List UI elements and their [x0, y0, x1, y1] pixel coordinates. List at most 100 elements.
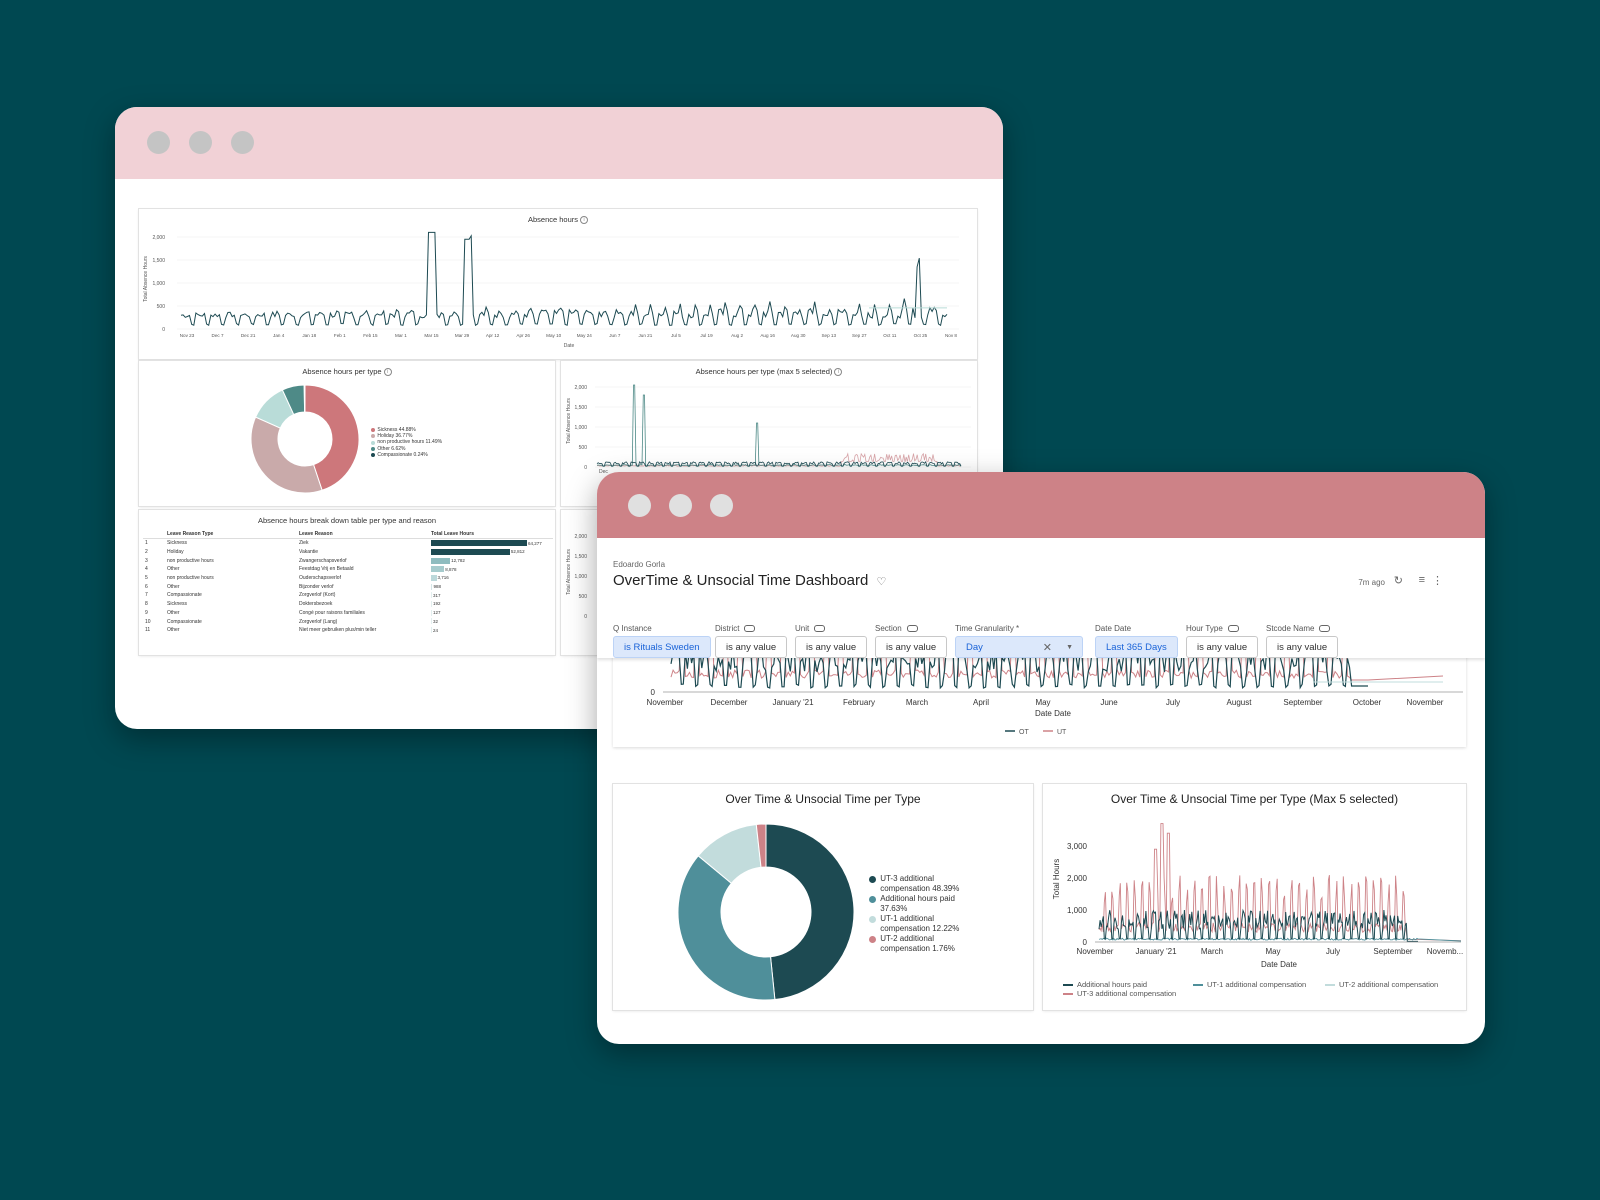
y-tick-label: 1,000 [574, 574, 587, 580]
column-header[interactable]: Leave Reason [297, 530, 429, 539]
table-row[interactable]: 6 Other Bijzonder verlof 988 [143, 582, 553, 591]
overtime-type-line-chart: Total Hours 3,000 2,000 1,000 0 November Jan… [1052, 823, 1463, 969]
legend-item[interactable]: UT-1 additional compensation 12.22% [869, 914, 979, 934]
window-control-dot[interactable] [710, 494, 733, 517]
table-cell: Doktersbezoek [299, 601, 333, 608]
absence-type-line-chart: Total Absence Hours 2,0001,5001,0005000 … [566, 384, 971, 475]
table-bar-value: 988 [433, 584, 441, 590]
table-row[interactable]: 10 Compassionate Zorgverlof (Lang) 32 [143, 617, 553, 626]
column-header[interactable]: Total Leave Hours [429, 530, 553, 539]
column-header[interactable]: Leave Reason Type [165, 530, 297, 539]
window-titlebar [597, 472, 1485, 538]
y-tick-label: 500 [157, 304, 166, 310]
x-tick-label: Aug 16 [760, 333, 775, 338]
x-tick-label: November [1407, 698, 1444, 707]
pie-slice[interactable] [250, 416, 323, 494]
filter-value-button[interactable]: is Rituals Sweden [613, 636, 711, 658]
x-tick-label: January '21 [1135, 947, 1177, 956]
filter-value-button[interactable]: is any value [795, 636, 868, 658]
y-tick-label: 2,000 [574, 534, 587, 540]
info-icon[interactable]: i [580, 216, 589, 225]
y-tick-label: 2,000 [1067, 874, 1088, 883]
legend-swatch [1193, 984, 1203, 987]
x-tick-label: May [1265, 947, 1280, 956]
y-tick-label: 500 [579, 594, 588, 600]
x-tick-label: March [1201, 947, 1223, 956]
x-tick-label: Sep 13 [821, 333, 836, 338]
info-icon[interactable]: i [834, 368, 843, 377]
filter-hour-type: Hour Type is any value [1186, 624, 1259, 658]
table-row[interactable]: 1 Sickness Ziek 64,277 [143, 539, 553, 548]
time-granularity-select[interactable]: Day ✕ ▼ [955, 636, 1083, 658]
legend-item[interactable]: Additional hours paid 37.63% [869, 894, 979, 914]
pie-slice[interactable] [303, 384, 306, 413]
table-cell: Compassionate [167, 618, 202, 625]
table-cell: Other [167, 627, 180, 634]
table-bar-value: 317 [433, 592, 441, 598]
table-row[interactable]: 8 Sickness Doktersbezoek 192 [143, 600, 553, 609]
column-header[interactable] [143, 530, 165, 539]
chevron-down-icon[interactable]: ▼ [1066, 644, 1073, 651]
table-row[interactable]: 2 Holiday Vakantie 52,812 [143, 548, 553, 557]
table-row[interactable]: 4 Other Feestdag Vrij en Betaald 8,878 [143, 565, 553, 574]
window-control-dot[interactable] [231, 131, 254, 154]
x-tick-label: Feb 15 [363, 333, 378, 338]
table-row[interactable]: 7 Compassionate Zorgverlof (Kort) 317 [143, 591, 553, 600]
link-icon [744, 625, 756, 633]
legend-item[interactable]: UT-2 additional compensation 1.76% [869, 934, 979, 954]
y-tick-label: 1,000 [152, 281, 165, 287]
table-cell: Niet meer gebruiken plus/min teller [299, 627, 377, 634]
filter-value-button[interactable]: is any value [715, 636, 788, 658]
info-icon[interactable]: i [383, 368, 392, 377]
filter-value-button[interactable]: is any value [1266, 636, 1339, 658]
filter-icon[interactable]: ≡ [1418, 574, 1425, 586]
pie-slice[interactable] [755, 823, 767, 868]
refresh-icon[interactable]: ↻ [1393, 575, 1403, 587]
window-control-dot[interactable] [628, 494, 651, 517]
filter-value-button[interactable]: is any value [1186, 636, 1259, 658]
table-bar [431, 574, 437, 581]
legend-item[interactable]: UT-1 additional compensation [1193, 980, 1325, 989]
pie-slice[interactable] [765, 823, 855, 1001]
legend-item[interactable]: UT-3 additional compensation 48.39% [869, 874, 979, 894]
legend-item[interactable]: non productive hours 11.49% [371, 439, 442, 445]
filter-label: Time Granularity * [955, 624, 1020, 633]
y-tick-label: 1,500 [152, 258, 165, 264]
pie-slice[interactable] [304, 384, 360, 491]
table-cell: Zwangerschapsverlof [299, 557, 347, 564]
legend-item[interactable]: Additional hours paid [1063, 980, 1193, 989]
x-tick-label: September [1373, 947, 1412, 956]
legend-item[interactable]: Holiday 36.77% [371, 433, 442, 439]
window-control-dot[interactable] [189, 131, 212, 154]
table-row[interactable]: 9 Other Congé pour raisons familiales 127 [143, 609, 553, 618]
filter-label: Stcode Name [1266, 624, 1315, 633]
table-row[interactable]: 5 non productive hours Ouderschapsverlof 3,… [143, 574, 553, 583]
window-control-dot[interactable] [669, 494, 692, 517]
more-options-icon[interactable]: ⋮ [1432, 575, 1443, 587]
legend-item[interactable]: UT-3 additional compensation [1063, 989, 1243, 998]
table-cell: 2 [145, 549, 148, 556]
legend-item[interactable]: UT-2 additional compensation [1325, 980, 1455, 989]
table-cell: 1 [145, 540, 148, 547]
legend-label[interactable]: UT [1057, 729, 1067, 736]
table-row[interactable]: 11 Other Niet meer gebruiken plus/min tell… [143, 626, 553, 635]
legend-label[interactable]: OT [1019, 729, 1029, 736]
x-tick-label: Jul 19 [700, 333, 713, 338]
table-bar-value: 8,878 [445, 566, 457, 572]
table-bar-value: 52,812 [510, 549, 525, 555]
window-control-dot[interactable] [147, 131, 170, 154]
filter-label: Q Instance [613, 624, 652, 633]
y-tick-label: 500 [579, 445, 588, 451]
clear-icon[interactable]: ✕ [1042, 642, 1052, 654]
table-row[interactable]: 3 non productive hours Zwangerschapsverlof… [143, 556, 553, 565]
legend-item[interactable]: Compassionate 0.24% [371, 452, 442, 458]
table-bar-cell: 32 [429, 617, 553, 626]
legend-item[interactable]: Other 6.62% [371, 446, 442, 452]
favorite-heart-icon[interactable]: ♡ [876, 576, 887, 588]
legend-label: Additional hours paid [1077, 980, 1148, 989]
pie-slice[interactable] [677, 855, 776, 1001]
filter-value-button[interactable]: Last 365 Days [1095, 636, 1178, 658]
filter-unit: Unit is any value [795, 624, 868, 658]
filter-value-button[interactable]: is any value [875, 636, 948, 658]
legend-item[interactable]: Sickness 44.88% [371, 427, 442, 433]
